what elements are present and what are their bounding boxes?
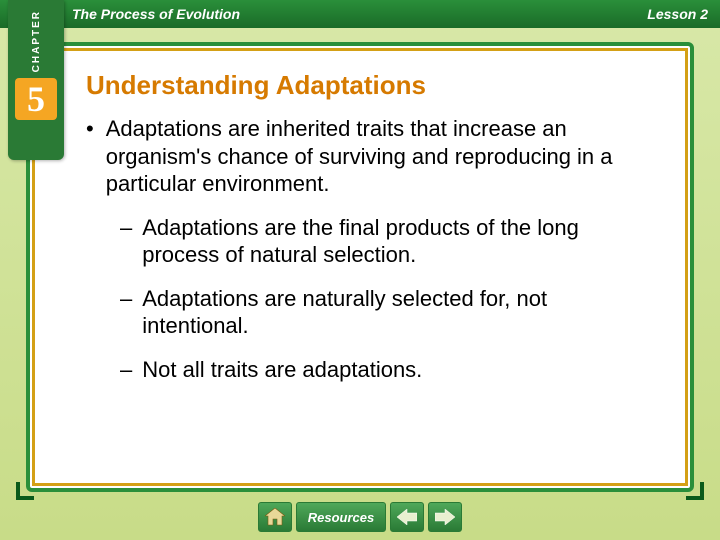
- resources-button[interactable]: Resources: [296, 502, 386, 532]
- chapter-title-text: The Process of Evolution: [72, 6, 240, 22]
- chapter-label: CHAPTER: [31, 10, 42, 72]
- arrow-left-icon: [397, 509, 417, 525]
- arrow-right-icon: [435, 509, 455, 525]
- main-bullet-text: Adaptations are inherited traits that in…: [106, 115, 650, 198]
- chapter-number: 5: [15, 78, 57, 120]
- next-button[interactable]: [428, 502, 462, 532]
- sub-bullet: – Adaptations are naturally selected for…: [120, 285, 650, 340]
- slide-title: Understanding Adaptations: [86, 70, 650, 101]
- bullet-marker: –: [120, 285, 132, 340]
- chapter-tab: CHAPTER 5: [8, 0, 64, 160]
- home-button[interactable]: [258, 502, 292, 532]
- sub-bullet-text: Adaptations are the final products of th…: [142, 214, 650, 269]
- prev-button[interactable]: [390, 502, 424, 532]
- sub-bullet-list: – Adaptations are the final products of …: [120, 214, 650, 384]
- slide-content: Understanding Adaptations • Adaptations …: [86, 70, 650, 468]
- sub-bullet: – Adaptations are the final products of …: [120, 214, 650, 269]
- bottom-nav: Resources: [0, 494, 720, 540]
- sub-bullet: – Not all traits are adaptations.: [120, 356, 650, 384]
- sub-bullet-text: Not all traits are adaptations.: [142, 356, 422, 384]
- resources-label: Resources: [308, 510, 374, 525]
- bullet-marker: •: [86, 115, 94, 198]
- top-bar: The Process of Evolution Lesson 2: [0, 0, 720, 28]
- bullet-marker: –: [120, 356, 132, 384]
- lesson-label: Lesson 2: [647, 6, 708, 22]
- content-frame: Understanding Adaptations • Adaptations …: [26, 42, 694, 492]
- sub-bullet-text: Adaptations are naturally selected for, …: [142, 285, 650, 340]
- main-bullet: • Adaptations are inherited traits that …: [86, 115, 650, 198]
- home-icon: [265, 508, 285, 526]
- bullet-marker: –: [120, 214, 132, 269]
